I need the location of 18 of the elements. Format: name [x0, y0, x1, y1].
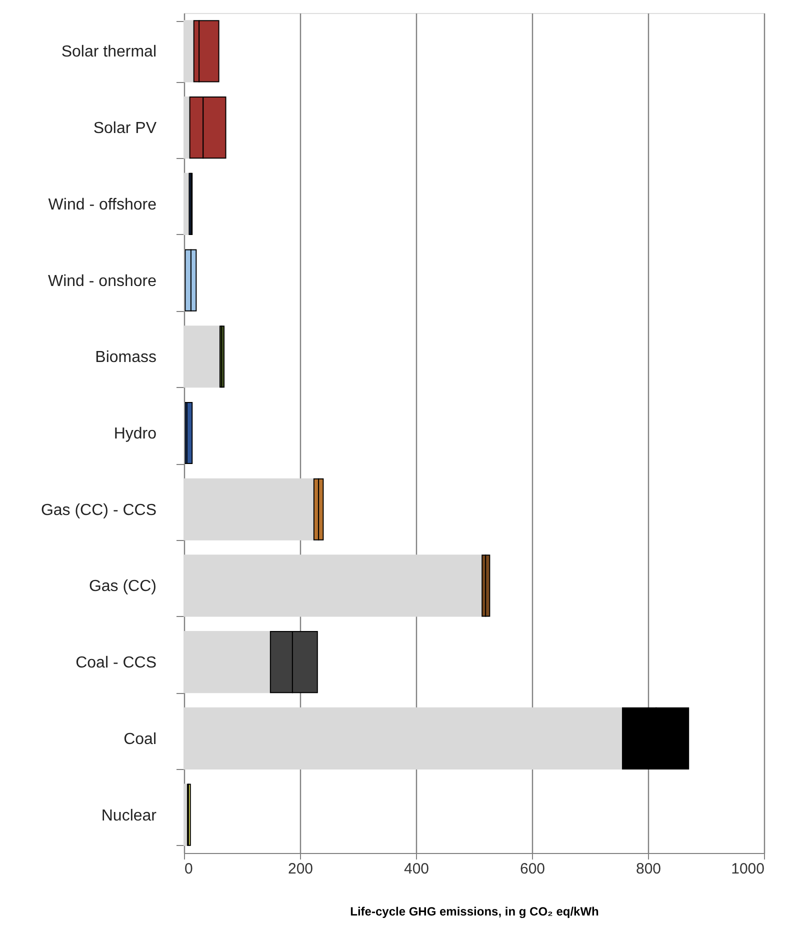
- x-tick-label: 0: [184, 860, 193, 878]
- x-tick-label: 200: [288, 860, 314, 878]
- y-tick-label: Solar thermal: [61, 44, 156, 61]
- y-tick-label: Gas (CC) - CCS: [40, 502, 156, 519]
- y-tick-label: Coal - CCS: [76, 654, 156, 672]
- y-tick-label: Wind - offshore: [48, 196, 157, 214]
- x-tick-label: 800: [636, 860, 662, 878]
- y-tick-label: Coal: [124, 730, 156, 748]
- y-tick-label: Wind - onshore: [48, 272, 157, 290]
- x-axis-title: Life-cycle GHG emissions, in g CO₂ eq/kWh: [350, 904, 599, 918]
- y-tick-label: Solar PV: [93, 120, 157, 138]
- y-tick-label: Hydro: [114, 426, 157, 442]
- x-tick-label: 600: [520, 860, 546, 878]
- y-tick-label: Nuclear: [101, 807, 158, 824]
- x-tick-label: 400: [404, 860, 430, 878]
- x-tick-label: 1000: [731, 860, 764, 878]
- y-tick-label: Biomass: [95, 349, 156, 366]
- y-tick-label: Gas (CC): [88, 578, 156, 596]
